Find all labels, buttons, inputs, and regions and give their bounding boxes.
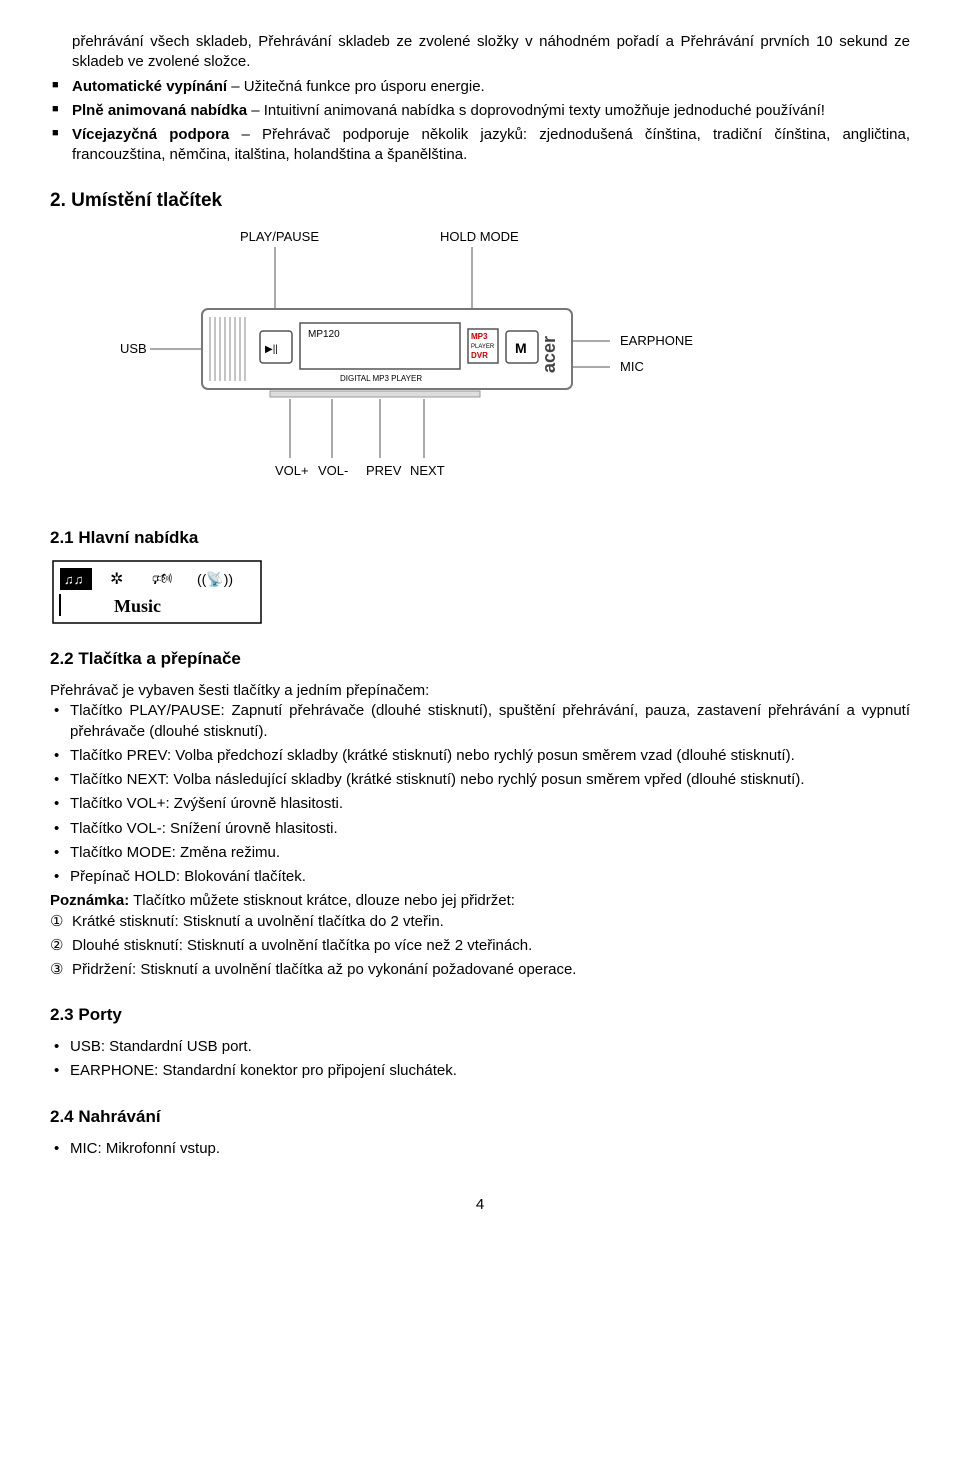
buttons-list: Tlačítko PLAY/PAUSE: Zapnutí přehrávače … [50,701,910,887]
feature-title: Automatické vypínání [72,78,227,95]
menu-icon-speaker: 🕬 [152,571,172,588]
feature-title: Vícejazyčná podpora [72,126,229,143]
note-text: Tlačítko můžete stisknout krátce, dlouze… [129,892,515,909]
menu-icon-music: ♫♫ [64,572,84,587]
device-model: MP120 [308,329,340,340]
feature-item: Automatické vypínání – Užitečná funkce p… [50,77,910,97]
buttons-intro: Přehrávač je vybaven šesti tlačítky a je… [50,681,910,701]
ports-list: USB: Standardní USB port. EARPHONE: Stan… [50,1037,910,1082]
heading-buttons: 2.2 Tlačítka a přepínače [50,648,910,671]
label-next: NEXT [410,463,445,478]
heading-placement: 2. Umístění tlačítek [50,188,910,214]
note-line: Poznámka: Tlačítko můžete stisknout krát… [50,891,910,911]
list-item: Tlačítko VOL+: Zvýšení úrovně hlasitosti… [50,794,910,814]
label-play-pause: PLAY/PAUSE [240,229,319,244]
list-item: Tlačítko NEXT: Volba následující skladby… [50,770,910,790]
label-volp: VOL+ [275,463,309,478]
device-play-icon: ▶|| [265,344,278,355]
label-earphone: EARPHONE [620,333,693,348]
label-volm: VOL- [318,463,348,478]
device-mp3: MP3 [471,332,488,341]
feature-item: Plně animovaná nabídka – Intuitivní anim… [50,101,910,121]
device-dvr: DVR [471,351,488,360]
list-item: MIC: Mikrofonní vstup. [50,1139,910,1159]
device-diagram: .lbl { font: 13px Arial; fill:#000; } .t… [110,223,730,503]
recording-list: MIC: Mikrofonní vstup. [50,1139,910,1159]
list-item: Přidržení: Stisknutí a uvolnění tlačítka… [50,960,910,980]
menu-illustration: ♫♫ ✲ 🕬 ((📡)) Music [52,560,262,624]
list-item: Tlačítko MODE: Změna režimu. [50,843,910,863]
device-subtitle: DIGITAL MP3 PLAYER [340,374,422,383]
list-item: Dlouhé stisknutí: Stisknutí a uvolnění t… [50,936,910,956]
label-prev: PREV [366,463,402,478]
label-mic: MIC [620,359,644,374]
device-m-button: M [515,340,527,356]
feature-title: Plně animovaná nabídka [72,102,247,119]
list-item: Krátké stisknutí: Stisknutí a uvolnění t… [50,912,910,932]
menu-label: Music [114,596,161,616]
feature-desc: – Užitečná funkce pro úsporu energie. [227,78,485,95]
feature-desc: – Intuitivní animovaná nabídka s doprovo… [247,102,825,119]
feature-item: Vícejazyčná podpora – Přehrávač podporuj… [50,125,910,166]
feature-bullets: Automatické vypínání – Užitečná funkce p… [50,77,910,166]
heading-recording: 2.4 Nahrávání [50,1106,910,1129]
note-label: Poznámka: [50,892,129,909]
menu-icon-settings: ✲ [110,571,123,588]
label-hold-mode: HOLD MODE [440,229,519,244]
list-item: USB: Standardní USB port. [50,1037,910,1057]
list-item: Tlačítko PREV: Volba předchozí skladby (… [50,746,910,766]
list-item: Tlačítko VOL-: Snížení úrovně hlasitosti… [50,819,910,839]
intro-continuation: přehrávání všech skladeb, Přehrávání skl… [50,32,910,73]
device-player: PLAYER [471,344,495,350]
heading-main-menu: 2.1 Hlavní nabídka [50,527,910,550]
list-item: Přepínač HOLD: Blokování tlačítek. [50,867,910,887]
page-number: 4 [50,1195,910,1215]
list-item: Tlačítko PLAY/PAUSE: Zapnutí přehrávače … [50,701,910,742]
label-usb: USB [120,341,147,356]
heading-ports: 2.3 Porty [50,1004,910,1027]
menu-icon-radio: ((📡)) [197,570,233,588]
list-item: EARPHONE: Standardní konektor pro připoj… [50,1061,910,1081]
device-brand: acer [539,336,559,373]
press-types-list: Krátké stisknutí: Stisknutí a uvolnění t… [50,912,910,981]
